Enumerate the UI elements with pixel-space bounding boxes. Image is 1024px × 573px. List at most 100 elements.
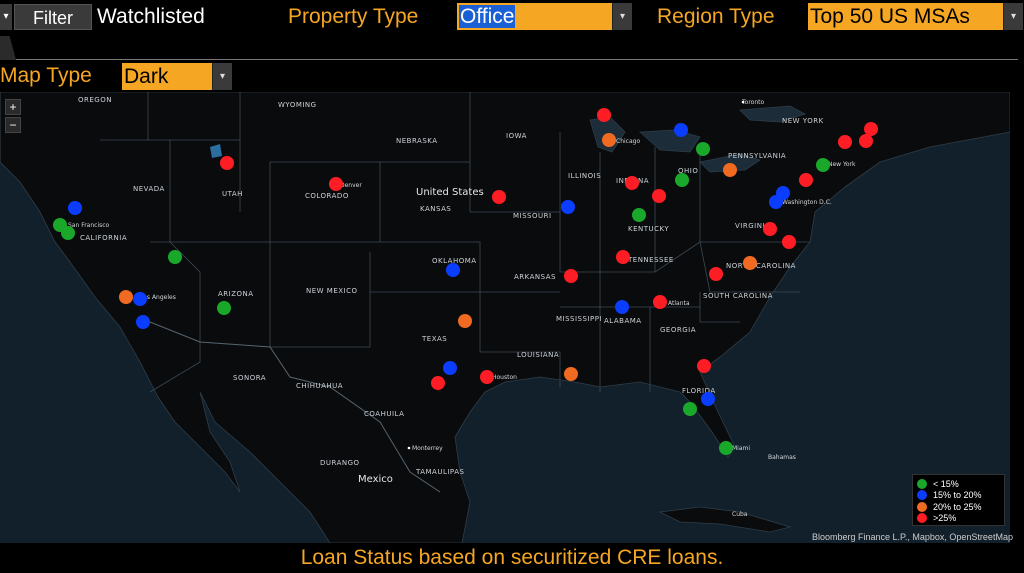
- state-label: GEORGIA: [660, 326, 696, 334]
- scrollbar[interactable]: [1010, 92, 1024, 543]
- property-type-dropdown[interactable]: Office: [457, 3, 612, 30]
- city-label: Atlanta: [668, 300, 690, 307]
- legend-label: >25%: [933, 513, 957, 524]
- legend-item: 15% to 20%: [917, 490, 1000, 502]
- legend-label: 15% to 20%: [933, 490, 982, 501]
- msa-marker[interactable]: Cleveland: [696, 142, 710, 156]
- filter-button[interactable]: Filter: [14, 4, 92, 30]
- legend-item: 20% to 25%: [917, 501, 1000, 513]
- msa-marker[interactable]: Philadelphia: [799, 173, 813, 187]
- msa-marker[interactable]: Indianapolis: [625, 176, 639, 190]
- msa-marker[interactable]: Chicago: [602, 133, 616, 147]
- map-type-chevron-down-icon[interactable]: ▾: [212, 63, 232, 90]
- msa-marker[interactable]: Birmingham: [615, 300, 629, 314]
- msa-marker[interactable]: St. Louis: [561, 200, 575, 214]
- msa-marker[interactable]: Pittsburgh: [723, 163, 737, 177]
- msa-marker[interactable]: Miami: [719, 441, 733, 455]
- msa-marker[interactable]: Boston: [864, 122, 878, 136]
- msa-marker[interactable]: Tampa: [683, 402, 697, 416]
- msa-marker[interactable]: New Orleans: [564, 367, 578, 381]
- msa-marker[interactable]: Austin: [443, 361, 457, 375]
- msa-marker[interactable]: Sacramento: [68, 201, 82, 215]
- msa-marker[interactable]: Providence: [859, 134, 873, 148]
- msa-marker[interactable]: Denver: [329, 177, 343, 191]
- msa-marker[interactable]: Phoenix: [217, 301, 231, 315]
- footer-note: Loan Status based on securitized CRE loa…: [0, 543, 1024, 573]
- state-label: CALIFORNIA: [80, 234, 127, 242]
- state-label: NEVADA: [133, 185, 165, 193]
- region-type-value[interactable]: Top 50 US MSAs: [810, 5, 970, 28]
- legend-item: < 15%: [917, 478, 1000, 490]
- state-label: ARIZONA: [218, 290, 254, 298]
- divider: [16, 59, 1018, 60]
- city-dot: [741, 100, 745, 104]
- state-label: LOUISIANA: [517, 351, 559, 359]
- legend-swatch: [917, 501, 927, 512]
- watchlisted-label[interactable]: Watchlisted: [97, 5, 205, 28]
- state-label: IOWA: [506, 132, 527, 140]
- msa-marker[interactable]: Salt Lake City: [220, 156, 234, 170]
- msa-marker[interactable]: Las Vegas: [168, 250, 182, 264]
- msa-marker[interactable]: Atlanta: [653, 295, 667, 309]
- state-borders: [0, 92, 810, 493]
- msa-marker[interactable]: Hartford: [838, 135, 852, 149]
- city-label: Denver: [340, 182, 362, 189]
- state-label: VIRGINIA: [735, 222, 770, 230]
- msa-marker[interactable]: San Diego: [136, 315, 150, 329]
- map-canvas[interactable]: OREGON WYOMING NEBRASKA IOWA ILLINOIS IN…: [0, 92, 1010, 543]
- msa-marker[interactable]: Washington D.C.: [769, 195, 783, 209]
- toolbar-collapse-icon[interactable]: ▾: [0, 4, 12, 30]
- city-label: Cuba: [732, 511, 748, 518]
- state-label: NEW YORK: [782, 117, 824, 125]
- city-label: Monterrey: [412, 445, 443, 452]
- msa-marker[interactable]: Virginia Beach: [782, 235, 796, 249]
- map-type-dropdown[interactable]: Dark: [122, 63, 212, 90]
- msa-marker[interactable]: Nashville: [616, 250, 630, 264]
- city-label: Bahamas: [768, 454, 796, 461]
- map-attribution[interactable]: Bloomberg Finance L.P., Mapbox, OpenStre…: [812, 532, 1013, 542]
- msa-marker[interactable]: Richmond: [763, 222, 777, 236]
- tab-handle[interactable]: [0, 36, 16, 60]
- north-america-land: [0, 92, 1010, 543]
- property-type-value[interactable]: Office: [459, 5, 516, 28]
- msa-marker[interactable]: Raleigh: [743, 256, 757, 270]
- city-label: San Francisco: [68, 222, 110, 229]
- state-label: NORTH CAROLINA: [726, 262, 796, 270]
- msa-marker[interactable]: Memphis: [564, 269, 578, 283]
- zoom-in-button[interactable]: +: [5, 99, 21, 115]
- msa-marker[interactable]: Cincinnati: [652, 189, 666, 203]
- legend-swatch: [917, 513, 927, 524]
- zoom-out-button[interactable]: −: [5, 117, 21, 133]
- property-type-chevron-down-icon[interactable]: ▾: [612, 3, 632, 30]
- msa-marker[interactable]: Milwaukee: [597, 108, 611, 122]
- state-label: TENNESSEE: [627, 256, 674, 264]
- state-label: ILLINOIS: [568, 172, 601, 180]
- msa-marker[interactable]: Dallas: [458, 314, 472, 328]
- region-type-dropdown[interactable]: Top 50 US MSAs: [808, 3, 1003, 30]
- msa-marker[interactable]: Louisville: [632, 208, 646, 222]
- city-label: Los Angeles: [140, 294, 176, 301]
- map-type-value[interactable]: Dark: [124, 65, 169, 88]
- msa-marker[interactable]: Charlotte: [709, 267, 723, 281]
- msa-marker[interactable]: San Jose: [61, 226, 75, 240]
- city-label: New York: [828, 161, 856, 168]
- msa-marker[interactable]: Detroit: [674, 123, 688, 137]
- region-type-chevron-down-icon[interactable]: ▾: [1003, 3, 1023, 30]
- city-label: Houston: [492, 374, 517, 381]
- legend-label: < 15%: [933, 478, 959, 489]
- msa-marker[interactable]: Oklahoma City: [446, 263, 460, 277]
- msa-marker[interactable]: Orlando: [701, 392, 715, 406]
- msa-marker[interactable]: Kansas City: [492, 190, 506, 204]
- toolbar: ▾ Filter Watchlisted Property Type Offic…: [0, 0, 1024, 36]
- msa-marker[interactable]: Jacksonville: [697, 359, 711, 373]
- msa-marker[interactable]: San Antonio: [431, 376, 445, 390]
- msa-marker[interactable]: Columbus: [675, 173, 689, 187]
- map-type-row: Map Type Dark ▾: [0, 60, 1024, 92]
- msa-marker[interactable]: Los Angeles: [119, 290, 133, 304]
- msa-marker[interactable]: New York: [816, 158, 830, 172]
- msa-marker[interactable]: Riverside: [133, 292, 147, 306]
- state-label: CHIHUAHUA: [296, 382, 343, 390]
- state-label: TEXAS: [421, 335, 447, 343]
- property-type-label: Property Type: [288, 5, 419, 28]
- msa-marker[interactable]: Houston: [480, 370, 494, 384]
